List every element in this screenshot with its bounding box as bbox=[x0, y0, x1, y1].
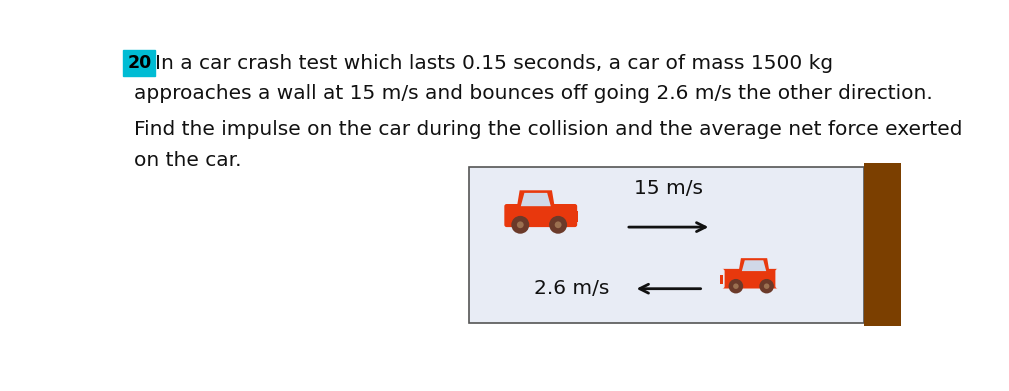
Polygon shape bbox=[517, 190, 555, 209]
Text: 20: 20 bbox=[127, 54, 151, 72]
Text: 2.6 m/s: 2.6 m/s bbox=[534, 279, 609, 298]
Circle shape bbox=[734, 283, 739, 289]
Polygon shape bbox=[573, 211, 578, 222]
Polygon shape bbox=[739, 258, 770, 273]
Polygon shape bbox=[719, 275, 723, 284]
Polygon shape bbox=[742, 260, 766, 271]
Text: on the car.: on the car. bbox=[134, 151, 241, 170]
Text: approaches a wall at 15 m/s and bounces off going 2.6 m/s the other direction.: approaches a wall at 15 m/s and bounces … bbox=[134, 84, 932, 103]
Text: In a car crash test which lasts 0.15 seconds, a car of mass 1500 kg: In a car crash test which lasts 0.15 sec… bbox=[154, 54, 832, 73]
Circle shape bbox=[764, 283, 770, 289]
Circle shape bbox=[517, 221, 524, 228]
Bar bbox=[864, 163, 901, 326]
Circle shape bbox=[760, 279, 774, 294]
Circle shape bbox=[555, 221, 562, 228]
Circle shape bbox=[512, 216, 530, 234]
Polygon shape bbox=[521, 193, 551, 206]
Circle shape bbox=[549, 216, 567, 234]
FancyBboxPatch shape bbox=[504, 204, 577, 227]
Text: 15 m/s: 15 m/s bbox=[634, 179, 703, 198]
Text: Find the impulse on the car during the collision and the average net force exert: Find the impulse on the car during the c… bbox=[134, 120, 963, 139]
Circle shape bbox=[728, 279, 744, 294]
FancyBboxPatch shape bbox=[722, 269, 778, 289]
Bar bbox=[469, 167, 864, 323]
